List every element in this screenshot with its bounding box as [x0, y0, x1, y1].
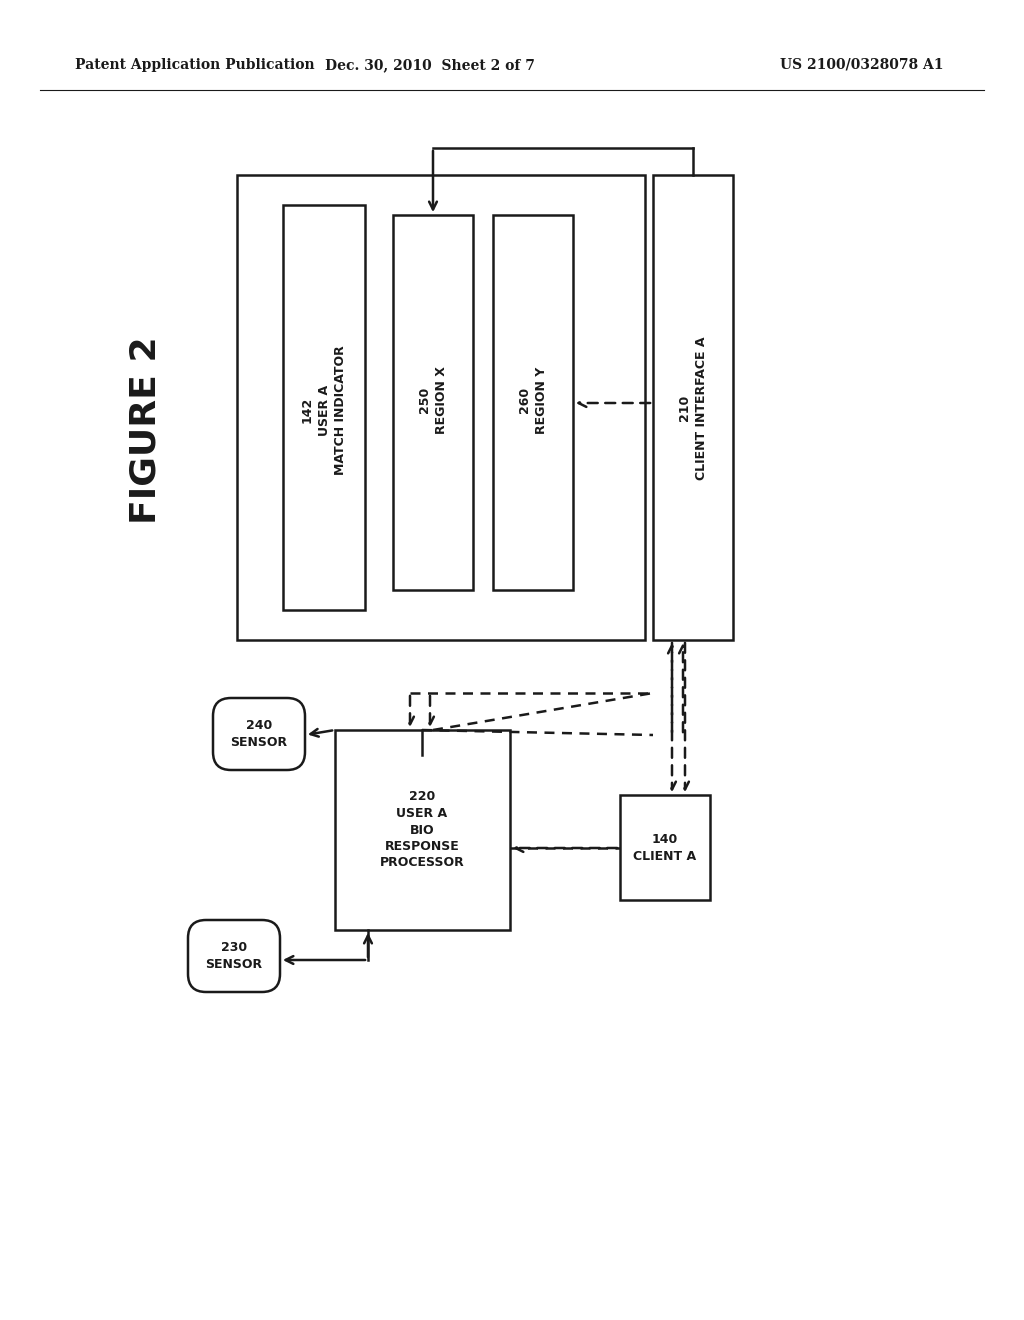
Text: 240
SENSOR: 240 SENSOR: [230, 719, 288, 748]
Text: 142
USER A
MATCH INDICATOR: 142 USER A MATCH INDICATOR: [301, 345, 347, 475]
Text: 260
REGION Y: 260 REGION Y: [518, 367, 548, 434]
Bar: [283, 205, 365, 610]
Text: 140
CLIENT A: 140 CLIENT A: [634, 833, 696, 863]
Text: 250
REGION X: 250 REGION X: [418, 366, 447, 434]
FancyBboxPatch shape: [188, 920, 280, 993]
Text: FIGURE 2: FIGURE 2: [128, 337, 162, 524]
Bar: [237, 176, 645, 640]
Bar: [620, 795, 710, 900]
Bar: [653, 176, 733, 640]
FancyBboxPatch shape: [213, 698, 305, 770]
Text: 220
USER A
BIO
RESPONSE
PROCESSOR: 220 USER A BIO RESPONSE PROCESSOR: [380, 791, 464, 870]
Text: Dec. 30, 2010  Sheet 2 of 7: Dec. 30, 2010 Sheet 2 of 7: [325, 58, 535, 73]
Text: US 2100/0328078 A1: US 2100/0328078 A1: [780, 58, 943, 73]
Text: 210
CLIENT INTERFACE A: 210 CLIENT INTERFACE A: [678, 337, 708, 479]
Bar: [335, 730, 510, 931]
Text: 230
SENSOR: 230 SENSOR: [206, 941, 262, 970]
Text: Patent Application Publication: Patent Application Publication: [75, 58, 314, 73]
Bar: [493, 215, 573, 590]
Bar: [393, 215, 473, 590]
